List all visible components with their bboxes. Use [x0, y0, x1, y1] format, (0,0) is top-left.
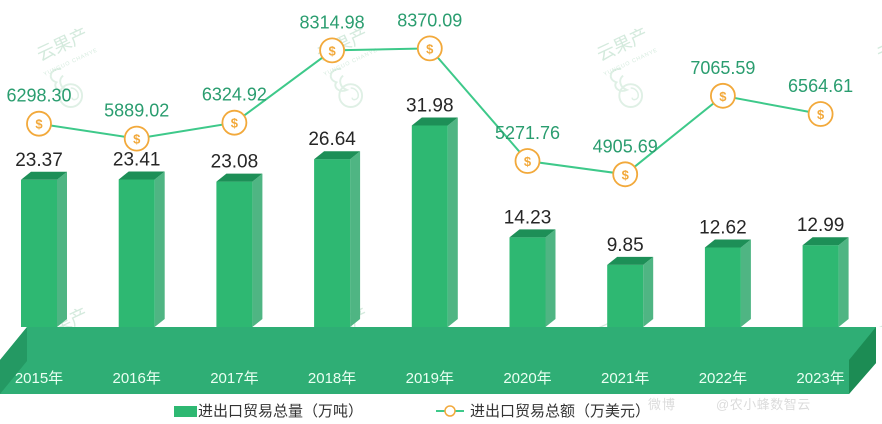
svg-text:进出口贸易总额（万美元）: 进出口贸易总额（万美元） — [470, 403, 650, 420]
svg-text:2020年: 2020年 — [503, 370, 551, 387]
svg-text:$: $ — [426, 41, 434, 56]
svg-text:2021年: 2021年 — [601, 370, 649, 387]
svg-text:8370.09: 8370.09 — [397, 10, 462, 30]
svg-text:2023年: 2023年 — [796, 370, 844, 387]
svg-text:23.08: 23.08 — [211, 152, 259, 173]
svg-text:4905.69: 4905.69 — [593, 136, 658, 156]
svg-text:2015年: 2015年 — [15, 370, 63, 387]
svg-text:$: $ — [133, 132, 141, 147]
svg-text:12.99: 12.99 — [797, 215, 845, 236]
svg-text:23.37: 23.37 — [15, 150, 63, 171]
svg-text:6564.61: 6564.61 — [788, 76, 853, 96]
svg-text:$: $ — [622, 167, 630, 182]
svg-text:2022年: 2022年 — [699, 370, 747, 387]
svg-text:微博: 微博 — [648, 397, 676, 412]
svg-text:6324.92: 6324.92 — [202, 85, 267, 105]
svg-text:$: $ — [524, 154, 532, 169]
svg-text:12.62: 12.62 — [699, 218, 747, 239]
svg-text:2019年: 2019年 — [406, 370, 454, 387]
svg-text:2018年: 2018年 — [308, 370, 356, 387]
svg-text:$: $ — [719, 89, 727, 104]
svg-text:26.64: 26.64 — [308, 129, 356, 150]
svg-text:9.85: 9.85 — [607, 235, 644, 256]
svg-text:进出口贸易总量（万吨）: 进出口贸易总量（万吨） — [198, 403, 363, 420]
svg-text:$: $ — [35, 117, 43, 132]
svg-text:31.98: 31.98 — [406, 96, 454, 117]
svg-text:@农小蜂数智云: @农小蜂数智云 — [716, 397, 811, 412]
svg-text:14.23: 14.23 — [504, 207, 552, 228]
svg-text:7065.59: 7065.59 — [690, 58, 755, 78]
svg-text:2016年: 2016年 — [113, 370, 161, 387]
svg-text:$: $ — [817, 107, 825, 122]
svg-text:6298.30: 6298.30 — [6, 86, 71, 106]
svg-text:23.41: 23.41 — [113, 150, 161, 171]
svg-text:8314.98: 8314.98 — [300, 12, 365, 32]
svg-text:$: $ — [231, 116, 239, 131]
svg-text:2017年: 2017年 — [210, 370, 258, 387]
svg-text:$: $ — [328, 43, 336, 58]
svg-text:5889.02: 5889.02 — [104, 101, 169, 121]
svg-text:5271.76: 5271.76 — [495, 123, 560, 143]
